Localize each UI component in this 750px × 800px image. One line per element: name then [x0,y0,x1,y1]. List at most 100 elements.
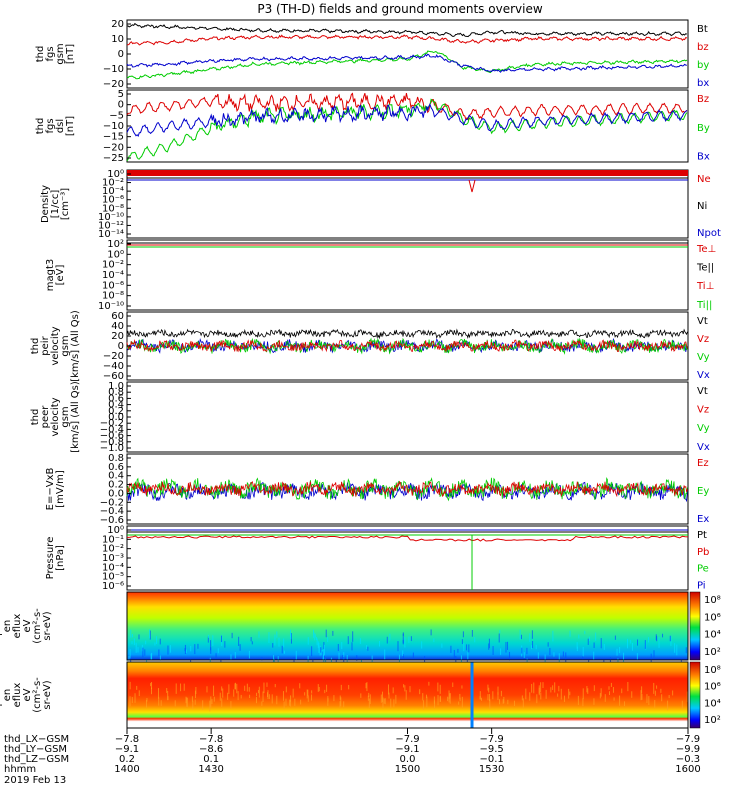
panel-pressure: Pressure[nPa] 10⁰10⁻¹10⁻²10⁻³10⁻⁴10⁻⁵10⁻⁶… [45,525,709,592]
xaxis-value: −0.3 [676,754,700,765]
ylabel-line: velocity [50,397,61,436]
colorbar-peir_spec: 10⁸ 10⁶ 10⁴ 10² [689,591,721,661]
panel-density: Density[1/cc][cm⁻³]10⁰10⁻²10⁻⁴10⁻⁶10⁻⁸10… [40,169,721,240]
panel-frame [126,525,689,591]
legend-Ey: Ey [697,486,709,497]
panel-efield: E=−VxB[mV/m] 0.80.60.40.20.0−0.2−0.4−0.6 E… [45,453,709,526]
ylabel-line: [nPa] [55,545,66,571]
ytick-label: 10⁻¹ [102,534,124,545]
ylabel-line: thd [35,46,46,63]
xaxis-value: −7.8 [115,734,139,745]
ylabel-peer_spec: thdpeerenefluxeV(cm²-s-sr-eV) [0,677,53,713]
ylabel-line: sr-eV) [42,611,53,640]
ytick-label: 10⁻¹² [98,220,124,231]
colorbar-gradient [689,591,701,661]
panel-peir_spec: thdpeirenefluxeV(cm²-s-sr-eV) 10⁸10⁶10⁴10… [0,591,721,671]
ylabel-fgs_gsm: thdfgsgsm[nT] [35,43,76,64]
ylabel-line: gsm [60,335,71,356]
xaxis-value: −7.9 [395,734,419,745]
legend-Ti||: Ti|| [696,300,712,311]
ylabel-line: gsm [55,43,66,64]
ylabel-line: peir [0,615,3,635]
ytick-label: 0.8 [108,387,124,398]
panel-frame [126,19,689,89]
ytick-label: −0.6 [100,431,124,442]
series-trace [126,328,688,340]
xaxis-row-label: hhmm [4,764,36,775]
legend-Ex: Ex [697,514,709,525]
ylabel-line: eV [22,619,33,632]
panel-fgs_gsm: thdfgsgsm[nT] 20 10 0 −10 −20 Bt bz by bx [35,19,709,90]
ytick-label: 10⁻² [102,178,124,189]
colorbar-tick: 10⁸ [704,665,721,676]
xaxis-value: −9.9 [676,744,700,755]
ylabel-line: [nT] [65,116,76,136]
ylabel-peir_spec: thdpeirenefluxeV(cm²-s-sr-eV) [0,608,53,644]
ytick-label: 1.0 [108,381,124,392]
legend-Bt: Bt [697,24,708,35]
legend-bx: bx [697,78,709,89]
ylabel-peer_velocity: thdpeervelocitygsm[km/s] (All Qs) [30,381,81,453]
xaxis-value: −0.1 [480,754,504,765]
ytick-label: −20 [103,142,124,153]
xaxis-value: −7.8 [199,734,223,745]
ytick-label: −1.0 [100,443,124,454]
ylabel-line: Density [40,185,51,223]
ylabel-line: [mV/m] [55,470,66,508]
colorbar-tick: 10⁴ [704,630,721,641]
panel-frame [126,169,689,239]
ytick-label: 60 [111,311,124,322]
ylabel-line: thd [35,118,46,135]
ylabel-line: [eV] [55,265,66,286]
colorbar-tick: 10⁶ [704,682,721,693]
legend-Vt: Vt [697,386,708,397]
ylabel-line: (cm²-s- [32,677,43,713]
ytick-label: 10² [107,239,124,250]
series-Pb [126,535,689,542]
legend-Ne: Ne [697,174,711,185]
xaxis-value: −8.6 [199,744,223,755]
ytick-label: 10⁰ [107,525,124,536]
panel-peer_velocity: thdpeervelocitygsm[km/s] (All Qs) 1.00.80… [30,381,710,454]
legend-Vt: Vt [697,316,708,327]
ytick-label: 20 [111,331,124,342]
ytick-label: −60 [103,371,124,382]
series-bx [126,53,687,73]
ytick-label: 10⁻⁴ [102,186,124,197]
legend-Ti⊥: Ti⊥ [696,281,714,292]
panel-frame [126,381,689,453]
series-bz [126,34,688,46]
xaxis-value: 0.1 [203,754,219,765]
ytick-label: 10⁻⁸ [102,203,124,214]
series-trace [126,476,688,502]
xaxis-value: 1400 [114,764,139,775]
colorbar-peer_spec: 10⁸ 10⁶ 10⁴ 10² [689,661,721,729]
xaxis-value: 1600 [675,764,700,775]
xaxis-row-label: thd_LX−GSM [4,734,69,745]
legend-Vx: Vx [697,370,710,381]
ytick-label: −25 [103,153,124,164]
ytick-label: 10⁻⁴ [102,562,124,573]
series-Ne [127,170,688,176]
legend-Te||: Te|| [696,263,714,274]
ytick-label: 10⁻⁶ [102,280,124,291]
ylabel-line: [nT] [65,44,76,64]
ytick-label: 0.4 [108,471,124,482]
ylabel-line: peer [0,683,3,707]
xaxis-value: −7.9 [676,734,700,745]
ytick-label: 10⁻¹⁴ [98,229,124,240]
ytick-label: −10 [103,121,124,132]
ylabel-line: [km/s] (All Qs) [70,381,81,453]
ytick-label: 10⁻³ [102,553,124,564]
xaxis-row-label: thd_LY−GSM [4,744,67,755]
panel-frame [126,239,689,311]
legend-Pe: Pe [697,564,709,575]
series-trace [126,480,688,498]
ylabel-line: [cm⁻³] [60,188,71,220]
xaxis-row-label: thd_LZ−GSM [4,754,69,765]
xaxis-value: 1430 [198,764,223,775]
ytick-label: 10⁻⁸ [102,291,124,302]
ytick-label: 10⁻¹⁰ [98,212,124,223]
ytick-label: 10⁻⁵ [102,572,124,583]
